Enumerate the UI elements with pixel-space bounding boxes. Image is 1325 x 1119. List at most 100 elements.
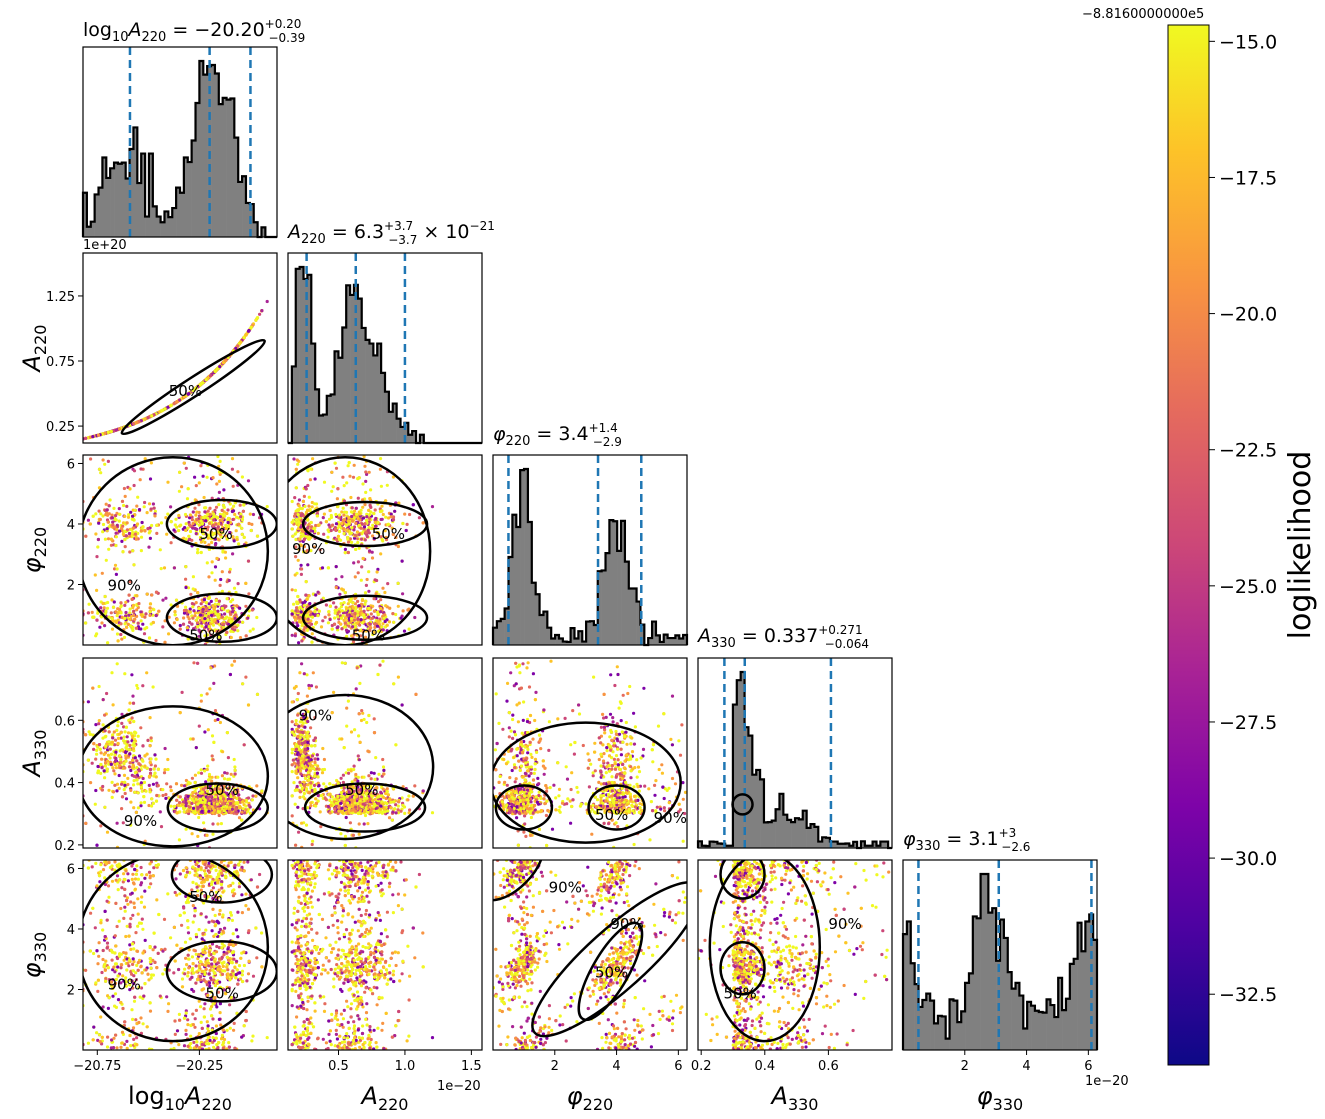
scatter-point xyxy=(313,610,317,614)
scatter-point xyxy=(375,616,379,620)
scatter-point xyxy=(145,671,149,675)
scatter-point xyxy=(217,599,221,603)
scatter-point xyxy=(110,513,114,517)
scatter-point xyxy=(349,510,354,514)
scatter-point xyxy=(101,601,105,606)
scatter-point xyxy=(92,747,96,752)
scatter-point xyxy=(346,529,350,533)
scatter-point xyxy=(166,405,170,409)
scatter-point xyxy=(135,522,140,526)
scatter-point xyxy=(217,635,221,639)
scatter-point xyxy=(142,505,146,509)
scatter-point xyxy=(296,609,300,613)
scatter-point xyxy=(299,563,303,567)
scatter-point xyxy=(226,508,230,512)
scatter-point xyxy=(155,523,159,528)
scatter-point xyxy=(143,417,147,421)
scatter-point xyxy=(313,502,317,506)
scatter-point xyxy=(222,777,227,781)
scatter-point xyxy=(224,526,228,531)
scatter-point xyxy=(86,700,90,704)
scatter-point xyxy=(303,504,307,508)
scatter-point xyxy=(204,506,208,510)
scatter-point xyxy=(222,488,226,492)
scatter-point xyxy=(328,604,332,608)
scatter-point xyxy=(350,526,354,530)
scatter-point xyxy=(187,520,191,525)
scatter-point xyxy=(357,604,361,608)
scatter-point xyxy=(312,545,316,549)
scatter-point xyxy=(210,560,214,564)
scatter-point xyxy=(131,628,135,633)
scatter-point xyxy=(348,474,352,478)
scatter-point xyxy=(235,604,239,608)
scatter-point xyxy=(203,769,207,773)
scatter-point xyxy=(397,501,401,505)
scatter-point xyxy=(309,549,313,553)
scatter-point xyxy=(313,477,317,481)
scatter-point xyxy=(131,694,135,698)
scatter-point xyxy=(137,508,142,512)
scatter-point xyxy=(318,548,322,552)
scatter-point xyxy=(368,628,372,633)
scatter-point xyxy=(94,512,98,516)
scatter-point xyxy=(328,617,332,622)
scatter-point xyxy=(355,633,359,637)
scatter-point xyxy=(227,578,231,583)
scatter-point xyxy=(350,519,354,523)
scatter-point xyxy=(103,764,107,768)
scatter-point xyxy=(169,603,173,607)
scatter-point xyxy=(115,528,119,532)
scatter-point xyxy=(217,602,221,606)
scatter-point xyxy=(347,624,351,628)
scatter-point xyxy=(290,520,294,524)
scatter-point xyxy=(167,632,171,636)
scatter-point xyxy=(116,720,120,724)
scatter-point xyxy=(204,519,208,523)
scatter-point xyxy=(342,601,346,605)
scatter-point xyxy=(242,335,246,339)
scatter-point xyxy=(384,604,388,608)
scatter-point xyxy=(386,516,391,520)
scatter-point xyxy=(152,413,156,417)
scatter-point xyxy=(128,580,132,584)
scatter-point xyxy=(116,639,120,643)
scatter-point xyxy=(231,517,235,522)
scatter-point xyxy=(104,502,108,506)
scatter-point xyxy=(223,612,227,616)
scatter-point xyxy=(210,571,214,575)
scatter-point xyxy=(379,598,383,602)
scatter-point xyxy=(364,635,368,639)
scatter-point xyxy=(377,629,381,633)
scatter-point xyxy=(238,636,243,640)
scatter-point xyxy=(294,618,298,622)
scatter-point xyxy=(380,509,384,513)
scatter-point xyxy=(139,535,144,539)
scatter-point xyxy=(147,502,152,506)
scatter-point xyxy=(172,621,176,625)
scatter-point xyxy=(220,528,224,532)
scatter-point xyxy=(158,810,162,814)
scatter-point xyxy=(211,623,215,627)
scatter-point xyxy=(246,479,251,483)
scatter-point xyxy=(347,522,351,526)
scatter-point xyxy=(378,617,382,621)
scatter-point xyxy=(148,602,153,606)
scatter-point xyxy=(352,528,356,532)
scatter-point xyxy=(208,687,212,691)
scatter-point xyxy=(354,547,358,552)
scatter-point xyxy=(152,506,156,510)
scatter-point xyxy=(335,497,339,501)
scatter-point xyxy=(220,508,224,512)
scatter-point xyxy=(139,610,143,614)
scatter-point xyxy=(131,517,136,522)
scatter-point xyxy=(387,620,392,624)
scatter-point xyxy=(241,620,245,624)
scatter-point xyxy=(381,512,385,517)
scatter-point xyxy=(235,515,239,519)
scatter-point xyxy=(364,490,368,494)
scatter-point xyxy=(162,566,167,570)
scatter-point xyxy=(142,800,147,805)
scatter-point xyxy=(225,511,229,516)
